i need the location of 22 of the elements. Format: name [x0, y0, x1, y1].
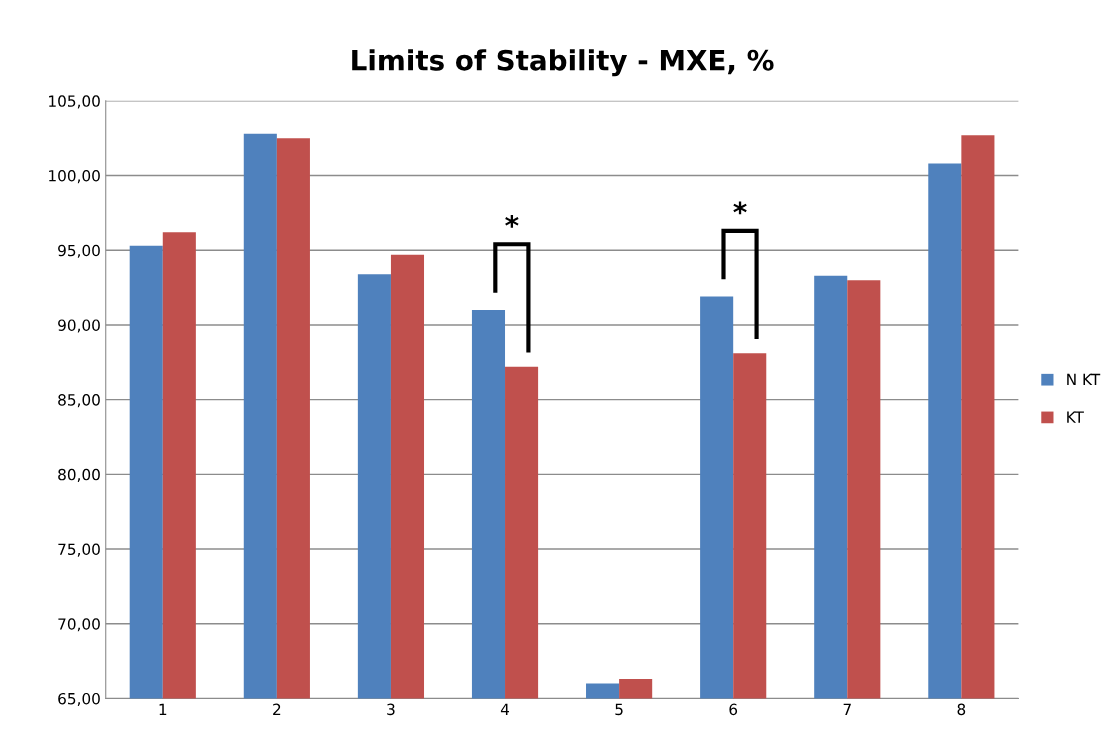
legend-label: KT [1067, 411, 1084, 423]
y-tick-label: 100,00 [49, 170, 100, 184]
y-tick-label: 80,00 [58, 468, 100, 482]
x-tick-label: 5 [615, 703, 623, 716]
y-tick-label: 65,00 [58, 692, 100, 707]
y-tick-label: 75,00 [58, 543, 100, 557]
x-tick-label: 8 [957, 703, 966, 716]
x-tick-label: 6 [729, 703, 738, 716]
x-tick-label: 7 [843, 703, 851, 715]
y-tick-label: 90,00 [58, 319, 100, 333]
annotation: * [505, 214, 519, 228]
y-tick-label: 105,00 [49, 95, 100, 109]
legend-label: N KT [1067, 373, 1101, 386]
y-tick-label: 70,00 [58, 618, 100, 632]
x-tick-label: 2 [273, 703, 281, 715]
y-tick-label: 95,00 [58, 244, 100, 258]
chart-title: Limits of Stability - MXE, % [352, 49, 774, 77]
x-tick-label: 3 [387, 703, 395, 716]
x-tick-label: 4 [500, 703, 510, 715]
x-tick-label: 1 [159, 703, 167, 715]
y-tick-label: 85,00 [58, 394, 100, 408]
annotation: * [733, 201, 747, 215]
